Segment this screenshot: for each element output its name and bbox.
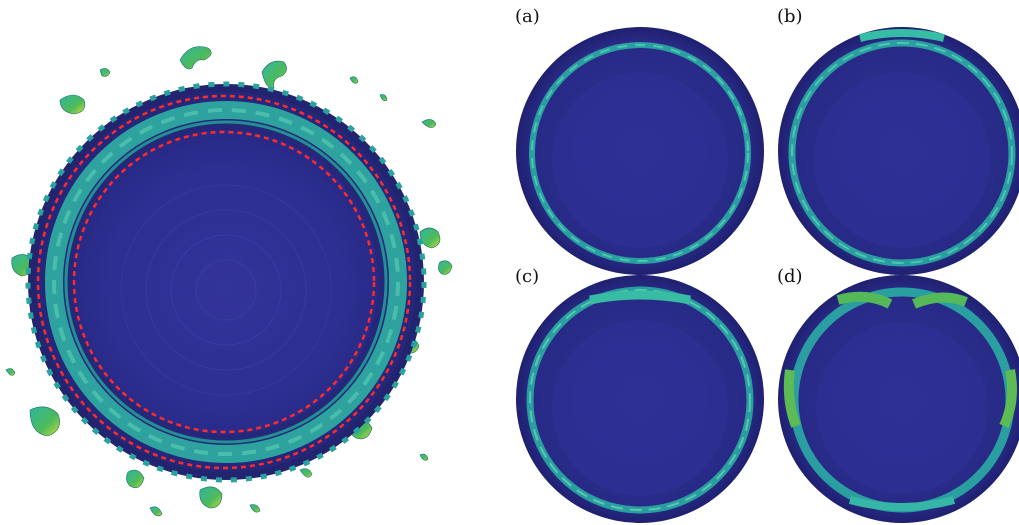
panel-label-d: (d)	[777, 266, 803, 287]
inner-core	[74, 130, 378, 434]
inner-dashed-circle	[72, 130, 376, 434]
panel-c	[516, 275, 764, 523]
panel-b	[778, 27, 1019, 275]
panel-a	[516, 27, 764, 275]
panel-label-b: (b)	[777, 6, 803, 27]
panel-label-a: (a)	[515, 6, 540, 27]
outer-dashed-circle	[36, 94, 412, 470]
panel-d	[778, 275, 1019, 523]
main-isosurface	[5, 46, 453, 517]
panel-label-c: (c)	[515, 266, 540, 287]
